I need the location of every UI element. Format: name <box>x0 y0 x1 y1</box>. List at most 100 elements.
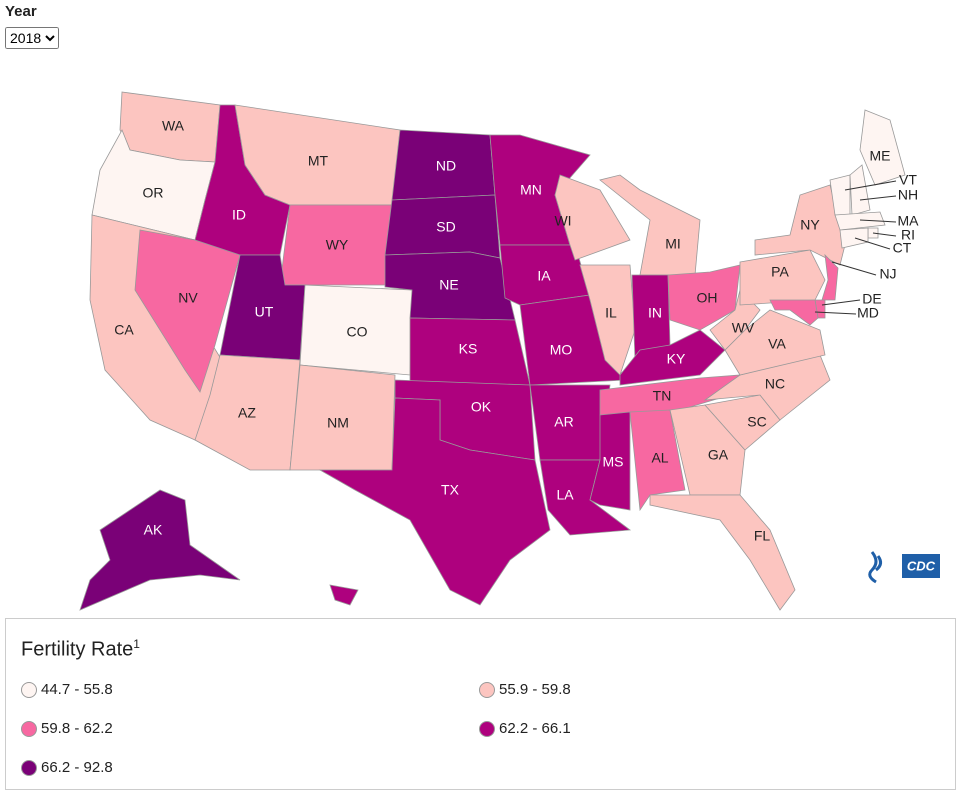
legend-item: 62.2 - 66.1 <box>479 720 571 737</box>
legend-label: 55.9 - 59.8 <box>499 681 571 698</box>
state-label: ME <box>870 148 891 164</box>
legend-swatch <box>479 720 495 737</box>
leader-line <box>859 219 897 223</box>
state <box>834 211 886 231</box>
footnote: 1 <box>133 637 140 651</box>
state-label: MT <box>308 153 329 169</box>
state-label: MN <box>520 182 542 198</box>
legend-swatch <box>21 681 37 698</box>
state-label: LA <box>556 487 574 503</box>
legend-label: 66.2 - 92.8 <box>41 759 113 776</box>
leader-line <box>854 237 891 250</box>
state-label: WV <box>732 320 755 336</box>
state-label: HI <box>311 588 325 604</box>
state-label: NH <box>898 187 918 203</box>
state-label: NV <box>178 290 198 306</box>
state-label: CA <box>114 322 134 338</box>
state-label: PA <box>771 264 789 280</box>
state <box>599 174 701 276</box>
legend-title: Fertility Rate1 <box>21 637 140 662</box>
state-label: RI <box>901 227 915 243</box>
state-label: ND <box>436 158 456 174</box>
state-label: KS <box>459 341 478 357</box>
legend-label: 44.7 - 55.8 <box>41 681 113 698</box>
state-label: WA <box>162 118 185 134</box>
cdc-logo: CDC <box>868 551 940 584</box>
legend-title-text: Fertility Rate <box>21 638 134 661</box>
state-label: AL <box>651 450 668 466</box>
legend-swatch <box>479 681 495 698</box>
state-label: IL <box>605 305 617 321</box>
year-label: Year <box>5 3 37 20</box>
state-label: UT <box>255 304 274 320</box>
leader-line <box>814 311 857 315</box>
state <box>769 299 819 326</box>
state-label: TN <box>653 388 672 404</box>
state-label: FL <box>754 528 771 544</box>
state-label: DE <box>862 291 881 307</box>
state <box>318 397 551 606</box>
state-label: NY <box>800 217 820 233</box>
state-label: IN <box>648 305 662 321</box>
state <box>821 253 839 301</box>
state-label: MS <box>603 454 624 470</box>
state-label: MA <box>898 213 920 229</box>
state-label: MI <box>665 236 681 252</box>
state <box>859 109 906 186</box>
state <box>619 329 726 386</box>
logo-text: CDC <box>907 558 936 573</box>
state-label: CT <box>893 240 912 256</box>
state-label: AZ <box>238 405 256 421</box>
state-label: KY <box>667 351 686 367</box>
state-label: TX <box>441 482 460 498</box>
legend-swatch <box>21 759 37 776</box>
logo-icon <box>868 551 883 584</box>
state-label: MD <box>857 305 879 321</box>
state-label: NE <box>439 277 458 293</box>
state-label: NC <box>765 376 785 392</box>
state-label: OH <box>697 290 718 306</box>
state <box>669 404 746 496</box>
leader-line <box>859 195 897 201</box>
state-label: MO <box>550 342 573 358</box>
state <box>839 227 869 249</box>
state-label: AR <box>554 414 573 430</box>
legend-item: 59.8 - 62.2 <box>21 720 113 737</box>
legend-swatch <box>21 720 37 737</box>
state <box>739 249 826 306</box>
leader-line <box>821 299 861 306</box>
state <box>79 489 241 611</box>
legend-item: 44.7 - 55.8 <box>21 681 113 698</box>
logo-box <box>902 554 940 578</box>
leader-line <box>872 232 897 237</box>
leader-line <box>831 261 877 276</box>
state-label: VA <box>768 336 786 352</box>
state-label: SC <box>747 414 766 430</box>
state-label: OR <box>143 185 164 201</box>
state <box>849 164 871 216</box>
legend-item: 66.2 - 92.8 <box>21 759 113 776</box>
us-map: WA OR CA NV ID MT WY UT CO AZ NM ND SD NE KS OK TX MN IA MO… <box>79 91 940 611</box>
legend-item: 55.9 - 59.8 <box>479 681 571 698</box>
leader-line <box>844 180 897 191</box>
state-label: WY <box>326 237 349 253</box>
state-label: OK <box>471 399 492 415</box>
state-label: NJ <box>879 266 896 282</box>
state <box>194 354 301 471</box>
legend: Fertility Rate1 44.7 - 55.8 55.9 - 59.8 59… <box>5 618 956 790</box>
state <box>709 289 761 351</box>
state-label: SD <box>436 219 455 235</box>
state-label: IA <box>537 268 551 284</box>
state-label: GA <box>708 447 729 463</box>
state <box>629 409 686 512</box>
state <box>554 174 631 261</box>
state-label: WI <box>554 213 571 229</box>
state <box>649 494 796 611</box>
state-label: CO <box>347 324 368 340</box>
state-label: NM <box>327 415 349 431</box>
legend-label: 59.8 - 62.2 <box>41 720 113 737</box>
year-select[interactable]: 2018 <box>5 27 59 49</box>
state <box>329 584 359 606</box>
state-label: VT <box>899 172 917 188</box>
